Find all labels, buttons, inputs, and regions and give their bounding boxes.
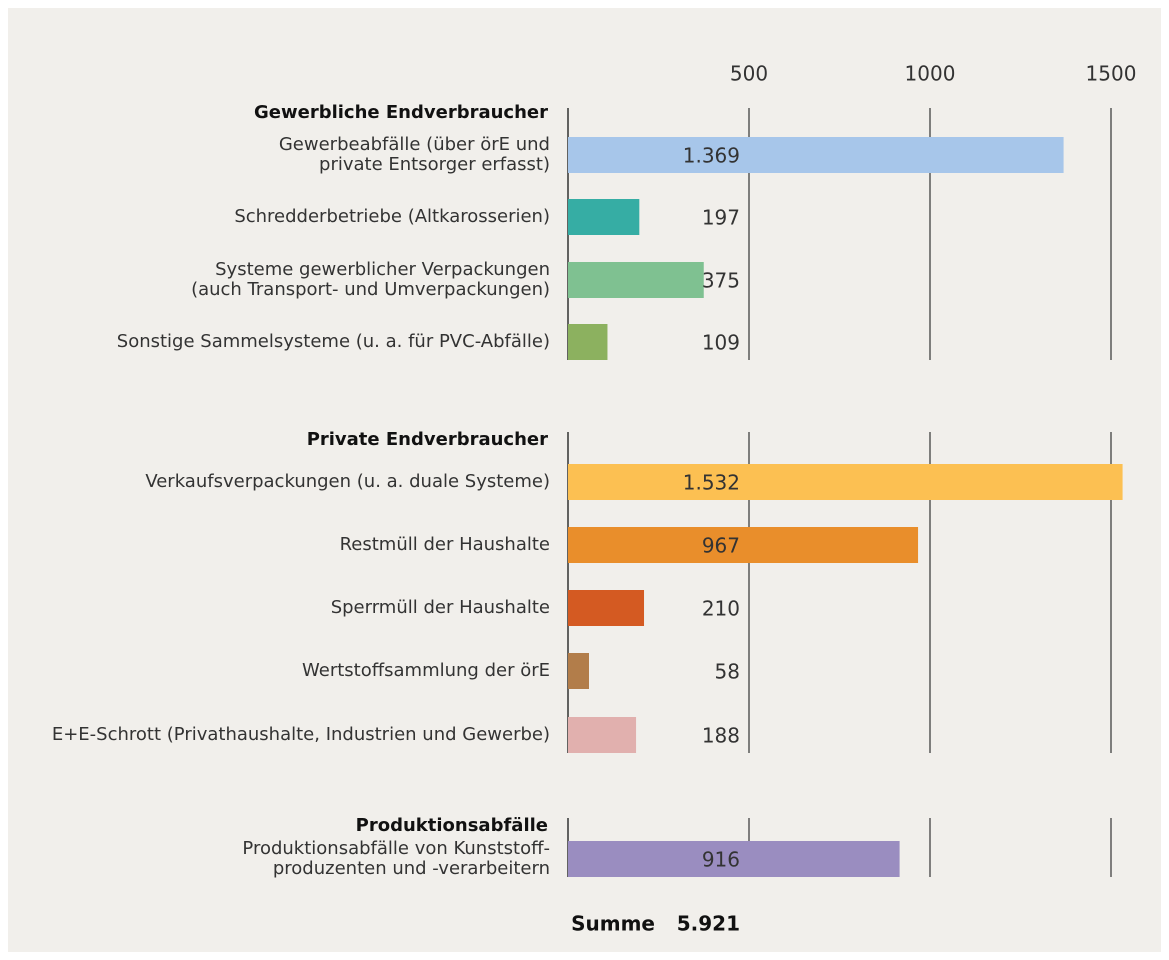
bar xyxy=(568,324,608,360)
total-value: 5.921 xyxy=(677,912,740,936)
category-label: Verkaufsverpackungen (u. a. duale System… xyxy=(145,471,550,492)
bar xyxy=(568,527,919,563)
value-label: 197 xyxy=(702,206,740,230)
category-label: Gewerbeabfälle (über örE und private Ents… xyxy=(279,134,550,175)
value-label: 916 xyxy=(702,848,740,872)
x-tick-label: 1500 xyxy=(1086,62,1137,86)
category-label: Sperrmüll der Haushalte xyxy=(331,597,550,618)
group-header: Produktionsabfälle xyxy=(356,815,548,836)
bar xyxy=(568,464,1123,500)
value-label: 1.369 xyxy=(683,144,740,168)
value-label: 210 xyxy=(702,597,740,621)
x-tick-label: 1000 xyxy=(905,62,956,86)
x-tick-label: 500 xyxy=(730,62,768,86)
bar xyxy=(568,199,640,235)
category-label: Systeme gewerblicher Verpackungen (auch T… xyxy=(191,259,550,300)
category-label: Sonstige Sammelsysteme (u. a. für PVC-Ab… xyxy=(117,331,550,352)
bar xyxy=(568,653,589,689)
category-label: Wertstoffsammlung der örE xyxy=(302,660,550,681)
group-header: Gewerbliche Endverbraucher xyxy=(254,102,548,123)
bar xyxy=(568,590,645,626)
value-label: 1.532 xyxy=(683,471,740,495)
category-label: Schredderbetriebe (Altkarosserien) xyxy=(234,206,550,227)
value-label: 967 xyxy=(702,534,740,558)
category-label: Restmüll der Haushalte xyxy=(340,534,550,555)
category-label: Produktionsabfälle von Kunststoff-produz… xyxy=(242,838,550,879)
value-label: 188 xyxy=(702,724,740,748)
bar xyxy=(568,137,1064,173)
category-label: E+E-Schrott (Privathaushalte, Industrien… xyxy=(52,724,550,745)
bar xyxy=(568,262,704,298)
bar xyxy=(568,841,900,877)
group-header: Private Endverbraucher xyxy=(307,429,548,450)
value-label: 375 xyxy=(702,269,740,293)
value-label: 109 xyxy=(702,331,740,355)
bar xyxy=(568,717,637,753)
value-label: 58 xyxy=(715,660,740,684)
total-label: Summe xyxy=(571,912,655,936)
